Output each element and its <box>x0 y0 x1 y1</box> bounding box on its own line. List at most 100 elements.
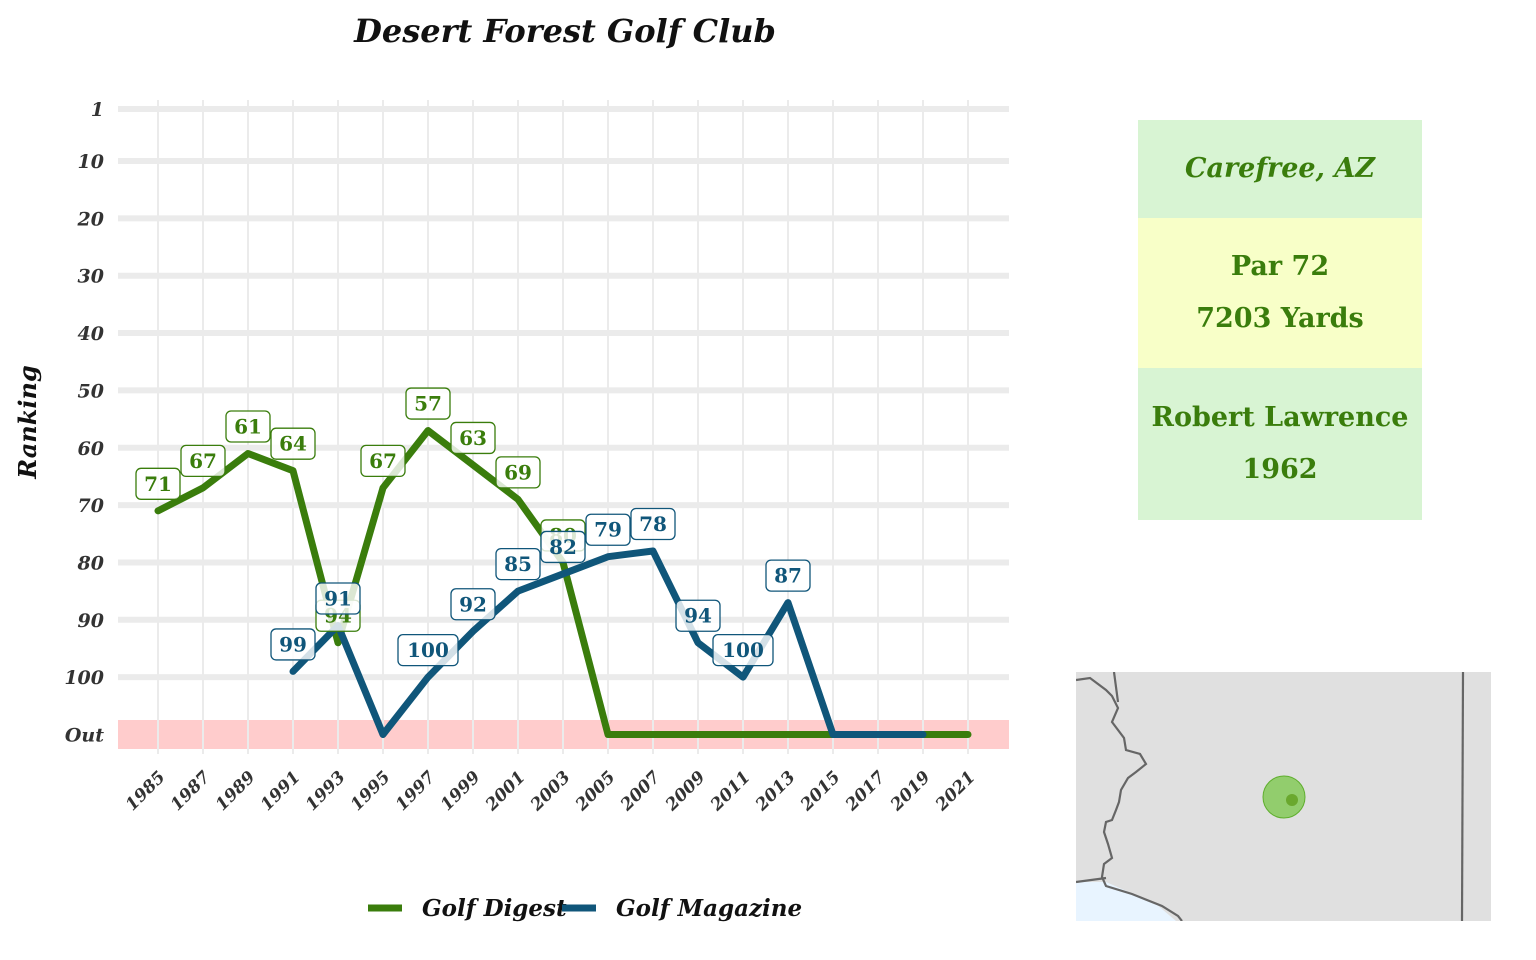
data-label-1-2009: 94 <box>675 599 721 632</box>
par-text: Par 72 <box>1230 251 1330 282</box>
data-label-1-2001: 85 <box>495 547 541 581</box>
data-label-box <box>540 530 586 564</box>
data-label-text: 85 <box>504 552 532 576</box>
y-tick-70: 70 <box>78 495 104 517</box>
data-label-text: 69 <box>504 460 532 484</box>
course-box: Par 72 7203 Yards <box>1138 218 1422 368</box>
x-tick-1999: 1999 <box>437 767 485 815</box>
data-label-text: 100 <box>722 638 764 662</box>
legend-label-golf-digest: Golf Digest <box>422 895 567 922</box>
y-tick-Out: Out <box>65 725 104 747</box>
data-label-text: 92 <box>459 592 487 616</box>
data-label-text: 100 <box>407 638 449 662</box>
designer-box: Robert Lawrence 1962 <box>1138 368 1422 520</box>
map-state-border-west <box>1076 676 1183 921</box>
map-state-border-top <box>1112 672 1120 703</box>
y-tick-1: 1 <box>91 99 104 121</box>
data-label-box <box>765 559 811 592</box>
data-label-text: 91 <box>324 587 352 611</box>
data-label-box <box>225 410 271 443</box>
x-tick-2009: 2009 <box>661 767 709 815</box>
x-tick-1997: 1997 <box>392 767 440 815</box>
data-label-box <box>585 513 631 546</box>
data-label-text: 67 <box>369 449 397 473</box>
data-label-box <box>450 588 496 621</box>
map-state-border-bottom <box>1076 876 1107 884</box>
y-tick-60: 60 <box>78 438 104 460</box>
data-label-box <box>712 634 774 667</box>
map-water <box>1076 882 1176 921</box>
data-label-box <box>495 456 541 489</box>
x-tick-2021: 2021 <box>931 767 979 815</box>
data-label-box <box>180 444 226 478</box>
data-label-0-1985: 71 <box>135 467 181 500</box>
x-tick-2011: 2011 <box>706 767 754 815</box>
data-label-0-1995: 67 <box>360 444 406 478</box>
data-label-text: 64 <box>279 432 307 456</box>
x-tick-2013: 2013 <box>751 767 799 815</box>
x-tick-1991: 1991 <box>257 767 305 815</box>
y-axis-ticks: 1 10 20 30 40 50 60 70 80 90 100 Out <box>64 99 104 747</box>
x-tick-1987: 1987 <box>167 767 215 815</box>
y-tick-40: 40 <box>78 323 104 345</box>
data-label-box <box>270 427 316 460</box>
data-label-box <box>495 547 541 581</box>
location-marker-dot <box>1286 794 1298 806</box>
year-text: 1962 <box>1242 454 1318 485</box>
legend-label-golf-magazine: Golf Magazine <box>616 895 802 922</box>
data-label-text: 61 <box>234 414 262 438</box>
data-label-text: 63 <box>459 426 487 450</box>
data-label-0-2001: 69 <box>495 456 541 489</box>
y-tick-10: 10 <box>78 151 104 173</box>
data-label-text: 67 <box>189 449 217 473</box>
location-text: Carefree, AZ <box>1184 153 1376 184</box>
data-label-0-1997: 57 <box>405 387 451 420</box>
yards-text: 7203 Yards <box>1196 303 1364 334</box>
y-axis-label: Ranking <box>13 365 42 479</box>
data-label-text: 79 <box>594 518 622 542</box>
series-line-golf-magazine <box>289 547 927 738</box>
data-labels: 7167616494675763698099911009285827978941… <box>135 387 811 667</box>
chart-title: Desert Forest Golf Club <box>353 12 776 50</box>
x-tick-2017: 2017 <box>841 767 889 815</box>
data-label-text: 82 <box>549 535 577 559</box>
data-label-box <box>270 628 316 661</box>
y-tick-20: 20 <box>77 208 104 230</box>
data-label-box <box>315 582 361 615</box>
y-tick-30: 30 <box>78 266 104 288</box>
y-tick-100: 100 <box>64 667 104 689</box>
data-label-text: 99 <box>279 632 307 656</box>
y-tick-80: 80 <box>77 552 104 574</box>
data-label-1-2013: 87 <box>765 559 811 592</box>
data-label-0-1999: 63 <box>450 421 496 455</box>
data-label-1-1991: 99 <box>270 628 316 661</box>
x-tick-2003: 2003 <box>526 767 574 815</box>
data-label-box <box>630 507 676 541</box>
y-tick-50: 50 <box>78 380 104 402</box>
x-tick-2007: 2007 <box>616 767 664 815</box>
x-tick-1985: 1985 <box>122 767 170 815</box>
x-tick-1995: 1995 <box>347 767 395 815</box>
data-label-1-2011: 100 <box>712 634 774 667</box>
x-tick-2001: 2001 <box>481 767 529 815</box>
data-label-1-2005: 79 <box>585 513 631 546</box>
data-label-0-1989: 61 <box>225 410 271 443</box>
location-box: Carefree, AZ <box>1138 120 1422 218</box>
data-label-1-2007: 78 <box>630 507 676 541</box>
data-label-text: 87 <box>774 564 802 588</box>
x-tick-2005: 2005 <box>571 767 619 815</box>
data-label-1-2003: 82 <box>540 530 586 564</box>
data-label-box <box>450 421 496 455</box>
data-label-box <box>397 634 459 667</box>
x-tick-1993: 1993 <box>302 767 350 815</box>
data-label-text: 57 <box>414 392 442 416</box>
data-label-text: 94 <box>684 604 712 628</box>
data-label-box <box>135 467 181 500</box>
designer-text: Robert Lawrence <box>1151 402 1409 433</box>
data-label-text: 71 <box>144 472 172 496</box>
data-label-box <box>405 387 451 420</box>
x-axis-ticks: 1985198719891991199319951997199920012003… <box>122 767 980 815</box>
data-label-1-1993: 91 <box>315 582 361 615</box>
data-label-1-1997: 100 <box>397 634 459 667</box>
